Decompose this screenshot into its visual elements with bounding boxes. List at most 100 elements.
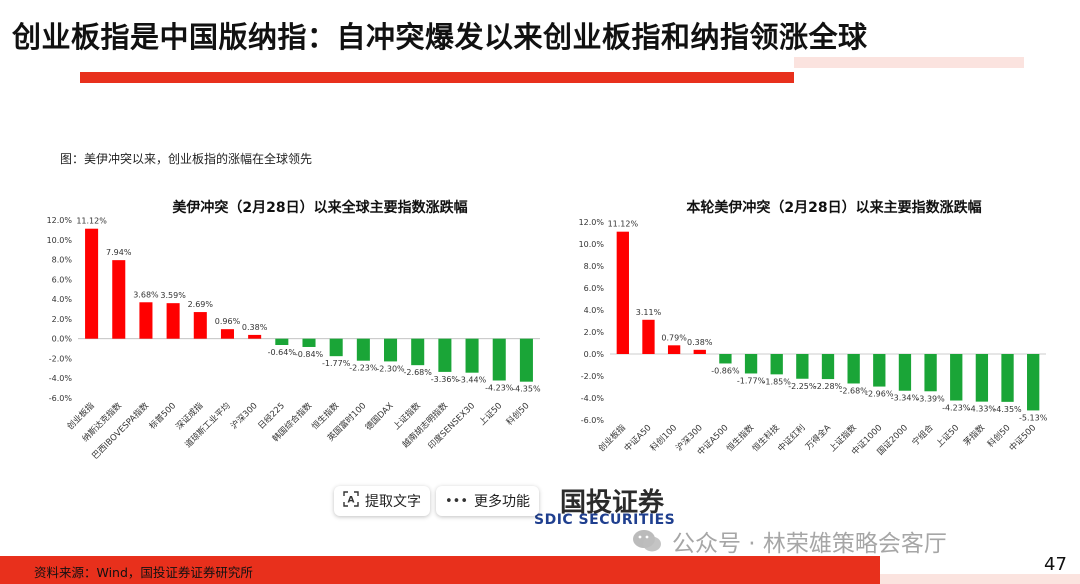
image-toolbar: A 提取文字 ••• 更多功能 (334, 486, 540, 516)
watermark: 公众号 · 林荣雄策略会客厅 (632, 524, 947, 558)
data-label: -2.30% (376, 364, 405, 373)
category-label: 中证500 (1007, 422, 1038, 453)
chart-svg: 美伊冲突（2月28日）以来全球主要指数涨跌幅 12.0% 10.0% 8.0% 6.0%… (47, 199, 541, 462)
bar (744, 354, 758, 374)
category-label: 上证50 (478, 401, 505, 428)
watermark-text: 公众号 · 林荣雄策略会客厅 (672, 531, 947, 557)
data-label: 3.59% (160, 291, 186, 300)
data-label: -2.96% (865, 390, 894, 399)
y-tick-label: -2.0% (49, 354, 73, 363)
y-tick-label: -6.0% (49, 394, 73, 403)
data-label: 0.38% (687, 338, 713, 347)
category-label: 科创100 (648, 422, 679, 453)
data-label: -2.28% (814, 382, 843, 391)
title-underline-accent (794, 57, 1024, 68)
data-label: -3.34% (891, 394, 920, 403)
title-underline-bar (80, 72, 794, 83)
extract-text-label: 提取文字 (365, 494, 421, 510)
bar (950, 354, 963, 401)
bar (616, 231, 629, 354)
source-note: 资料来源：Wind，国投证券证券研究所 (34, 565, 253, 580)
bar (492, 338, 506, 381)
data-label: -4.23% (485, 383, 514, 392)
data-label: -0.84% (295, 350, 324, 359)
y-tick-label: -4.0% (49, 374, 73, 383)
bar (275, 338, 289, 345)
category-label: 中证红利 (776, 422, 808, 454)
y-tick-label: 4.0% (584, 306, 605, 315)
bar (384, 338, 398, 362)
bar (924, 354, 937, 392)
data-label: 11.12% (608, 220, 639, 229)
bar (693, 349, 706, 354)
data-label: -2.68% (404, 368, 433, 377)
y-tick-label: 12.0% (47, 216, 73, 225)
bar (411, 338, 425, 366)
data-label: -4.35% (512, 385, 541, 394)
figure-caption: 图：美伊冲突以来，创业板指的涨幅在全球领先 (60, 152, 313, 166)
bar (112, 260, 126, 339)
category-label: 中证A50 (622, 422, 654, 454)
chart-main-indices: 本轮美伊冲突（2月28日）以来主要指数涨跌幅 12.0% 10.0% 8.0% 6.0%… (572, 190, 1050, 460)
data-label: -4.35% (993, 405, 1022, 414)
bar (821, 354, 835, 380)
category-label: 德国DAX (363, 400, 396, 433)
bar (975, 354, 989, 402)
data-label: -1.85% (763, 377, 792, 386)
extract-text-button[interactable]: A 提取文字 (334, 486, 430, 516)
more-dots-icon: ••• (445, 493, 469, 509)
data-label: -0.86% (711, 366, 740, 375)
category-label: 印度SENSEX30 (426, 400, 477, 451)
y-tick-label: 10.0% (579, 240, 605, 249)
data-label: -3.44% (458, 376, 487, 385)
bar (667, 345, 681, 354)
data-label: 2.69% (188, 300, 214, 309)
more-functions-button[interactable]: ••• 更多功能 (436, 486, 540, 516)
y-tick-label: 0.0% (584, 350, 605, 359)
bar (847, 354, 860, 384)
bar (356, 338, 370, 361)
data-label: 3.68% (133, 290, 159, 299)
y-tick-label: 2.0% (584, 328, 605, 337)
y-tick-label: -6.0% (581, 416, 605, 425)
bar (193, 312, 207, 339)
category-label: 科创50 (504, 400, 531, 427)
bar (1027, 354, 1040, 411)
y-tick-label: 8.0% (584, 262, 605, 271)
bar (519, 338, 533, 382)
data-label: -0.64% (268, 348, 297, 357)
logo-english-text: SDIC SECURITIES (534, 512, 676, 528)
footer-accent (880, 574, 1080, 584)
bar (438, 338, 452, 372)
category-label: 茅指数 (961, 422, 987, 448)
chart-global-indices: 美伊冲突（2月28日）以来全球主要指数涨跌幅 12.0% 10.0% 8.0% 6.0%… (40, 190, 545, 462)
bar (166, 303, 180, 339)
y-tick-label: 12.0% (579, 218, 605, 227)
data-label: -4.33% (968, 405, 997, 414)
data-label: -1.77% (737, 376, 766, 385)
category-label: 宁组合 (910, 422, 936, 448)
logo-chinese-text: 国投证券 (560, 488, 665, 518)
data-label: -2.25% (788, 382, 817, 391)
y-tick-label: 2.0% (52, 315, 73, 324)
y-tick-label: 4.0% (52, 295, 73, 304)
svg-text:A: A (348, 496, 355, 506)
bar (85, 228, 99, 339)
category-label: 创业板指 (596, 422, 628, 454)
y-tick-label: 8.0% (52, 256, 73, 265)
data-label: -1.77% (322, 359, 351, 368)
y-tick-label: -2.0% (581, 372, 605, 381)
footer-bar (0, 556, 880, 584)
bar (770, 354, 783, 375)
bar (873, 354, 886, 387)
company-logo: 国投证券 SDIC SECURITIES (530, 482, 675, 528)
y-tick-label: -4.0% (581, 394, 605, 403)
bar (898, 354, 912, 391)
bar (1001, 354, 1014, 402)
data-label: 0.38% (242, 323, 268, 332)
text-recognition-icon: A (343, 491, 359, 511)
category-label: 沪深300 (228, 400, 259, 431)
data-label: -2.68% (839, 386, 868, 395)
category-label: 越南胡志明指数 (400, 400, 450, 450)
chart-svg: 本轮美伊冲突（2月28日）以来主要指数涨跌幅 12.0% 10.0% 8.0% 6.0%… (579, 199, 1048, 458)
